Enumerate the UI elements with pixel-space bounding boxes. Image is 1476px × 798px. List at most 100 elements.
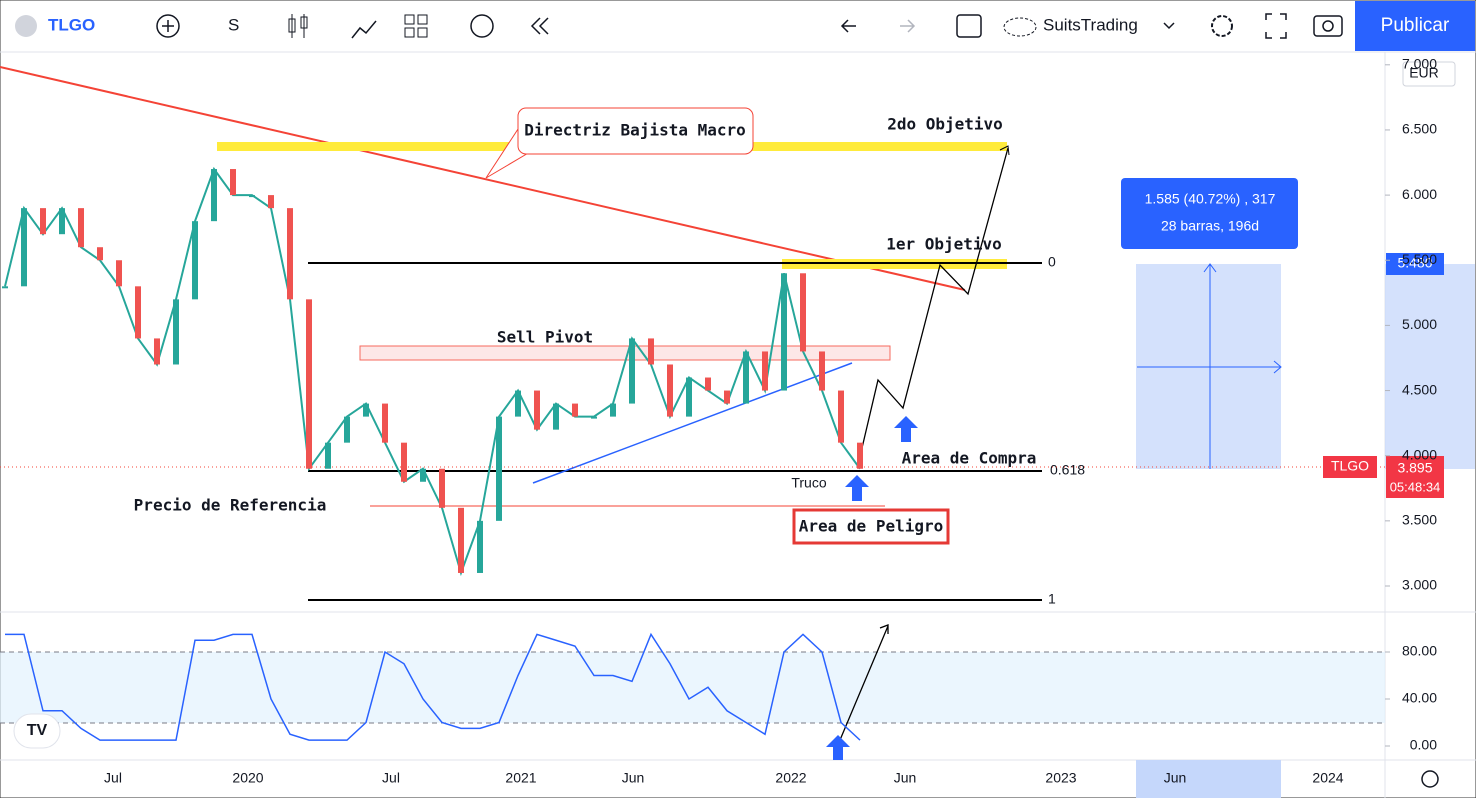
replay-icon[interactable] [530, 17, 549, 35]
target2-label: 2do Objetivo [887, 115, 1003, 134]
fullscreen-box[interactable] [956, 14, 982, 38]
osc-tick-label: 0.00 [1410, 737, 1437, 753]
price-candle [610, 403, 616, 417]
last-badge [1386, 456, 1444, 498]
price-tick-label: 7.000 [1402, 56, 1437, 72]
time-label: 2021 [505, 770, 536, 786]
fib-1-label: 1 [1048, 591, 1056, 607]
interval[interactable]: S [228, 15, 239, 34]
osc-tick-label: 40.00 [1402, 690, 1437, 706]
price-candle [382, 403, 388, 443]
add-icon [162, 20, 174, 32]
price-candle [667, 364, 673, 417]
time-settings[interactable] [1421, 770, 1439, 788]
price-line [4, 166, 861, 577]
price-candle [230, 169, 236, 196]
price-candle [135, 286, 141, 339]
time-label: 2022 [775, 770, 806, 786]
reference-label: Precio de Referencia [134, 496, 327, 515]
trendline-label: Directriz Bajista Macro [524, 121, 746, 140]
price-candle [743, 351, 749, 404]
high-price: 5.480 [1397, 255, 1432, 271]
measure-arrows [1137, 263, 1282, 469]
expand[interactable] [1265, 13, 1287, 39]
layout-icon[interactable] [404, 14, 415, 25]
price-candle [287, 208, 293, 300]
price-candle [857, 442, 863, 469]
indicators-icon[interactable] [351, 20, 377, 39]
price-candle [306, 299, 312, 469]
time-label: 2020 [232, 770, 263, 786]
price-tick-label: 3.000 [1402, 577, 1437, 593]
time-range-highlight [1136, 760, 1281, 798]
tv-logo[interactable] [13, 713, 61, 749]
price-tick-label: 5.500 [1402, 251, 1437, 267]
price-candle [648, 338, 654, 365]
price-candle [534, 390, 540, 430]
price-candle [401, 442, 407, 482]
arrow-up-2 [845, 475, 869, 501]
price-candle [268, 195, 274, 209]
price-candle [629, 338, 635, 404]
svg-text:TV: TV [27, 722, 48, 739]
danger-label: Area de Peligro [799, 517, 944, 536]
price-candle [21, 208, 27, 287]
price-candle [363, 403, 369, 417]
time-label: Jun [894, 770, 917, 786]
account[interactable]: SuitsTrading [1043, 15, 1138, 34]
callout-box [517, 107, 754, 155]
undo[interactable] [840, 19, 856, 33]
alert-icon[interactable] [470, 14, 494, 38]
price-candle [819, 351, 825, 391]
price-tick-label: 6.500 [1402, 121, 1437, 137]
target1-label: 1er Objetivo [886, 235, 1002, 254]
price-candle [800, 273, 806, 352]
price-tick-label: 4.000 [1402, 446, 1437, 462]
measure-line2: 28 barras, 196d [1161, 218, 1259, 234]
high-badge [1386, 253, 1444, 275]
redo[interactable] [900, 19, 916, 33]
symbol-tag: TLGO [1331, 458, 1369, 474]
price-candle [59, 208, 65, 235]
macro-trendline [0, 66, 966, 291]
price-tick-label: 5.000 [1402, 316, 1437, 332]
time-label: Jun [1164, 770, 1187, 786]
price-candle [173, 299, 179, 365]
price-candle [686, 377, 692, 417]
publish-button[interactable] [1355, 1, 1475, 51]
arrow-up-osc [826, 735, 850, 760]
add-button[interactable] [156, 14, 180, 38]
symbol[interactable]: TLGO [48, 15, 95, 34]
osc-band [0, 652, 1385, 723]
price-candle [192, 221, 198, 300]
danger-box [792, 508, 950, 545]
price-candle [553, 403, 559, 430]
settings[interactable] [1211, 15, 1233, 37]
projection-path [857, 147, 1009, 466]
cloud-icon [1003, 17, 1037, 37]
symbol-icon[interactable] [15, 15, 37, 37]
publish-label: Publicar [1381, 15, 1450, 36]
price-candle [572, 403, 578, 417]
price-tick-label: 3.500 [1402, 512, 1437, 528]
buy-area-label: Area de Compra [902, 449, 1037, 468]
measure-axis-area [1385, 264, 1475, 469]
candles-icon[interactable] [291, 14, 305, 38]
fib-0-label: 0 [1048, 254, 1056, 270]
pivot-label: Sell Pivot [497, 328, 593, 347]
fib-618-label: 0.618 [1050, 462, 1085, 478]
price-candle [116, 260, 122, 287]
osc-tick-label: 80.00 [1402, 643, 1437, 659]
currency: EUR [1409, 65, 1439, 81]
price-candle [724, 390, 730, 404]
price-candle [496, 416, 502, 521]
price-candle [439, 468, 445, 508]
measure-box [1121, 178, 1298, 249]
currency-button[interactable] [1402, 61, 1456, 87]
price-candle [249, 195, 255, 198]
time-label: Jul [382, 770, 400, 786]
snapshot[interactable] [1313, 15, 1343, 37]
countdown: 05:48:34 [1390, 479, 1441, 494]
arrow-up-1 [894, 416, 918, 442]
